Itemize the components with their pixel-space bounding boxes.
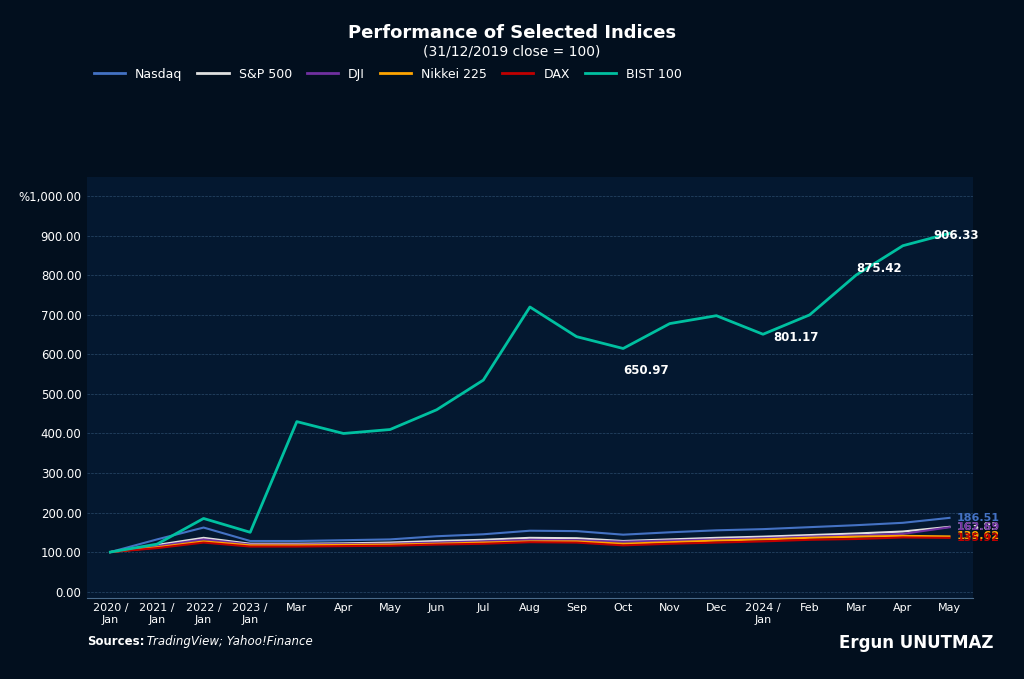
Text: 650.97: 650.97 — [624, 365, 670, 378]
Text: Ergun UNUTMAZ: Ergun UNUTMAZ — [839, 634, 993, 652]
Text: Performance of Selected Indices: Performance of Selected Indices — [348, 24, 676, 42]
Text: 906.33: 906.33 — [934, 230, 979, 242]
Text: 875.42: 875.42 — [857, 261, 902, 274]
Text: 135.92: 135.92 — [956, 533, 999, 543]
Text: 139.62: 139.62 — [956, 532, 999, 541]
Text: TradingView; Yahoo!Finance: TradingView; Yahoo!Finance — [143, 636, 313, 648]
Text: Sources:: Sources: — [87, 636, 144, 648]
Text: 801.17: 801.17 — [773, 331, 818, 344]
Text: 163.83: 163.83 — [956, 522, 999, 532]
Text: 162.69: 162.69 — [956, 522, 999, 532]
Text: 186.51: 186.51 — [956, 513, 999, 523]
Text: (31/12/2019 close = 100): (31/12/2019 close = 100) — [423, 44, 601, 58]
Legend: Nasdaq, S&P 500, DJI, Nikkei 225, DAX, BIST 100: Nasdaq, S&P 500, DJI, Nikkei 225, DAX, B… — [89, 63, 687, 86]
